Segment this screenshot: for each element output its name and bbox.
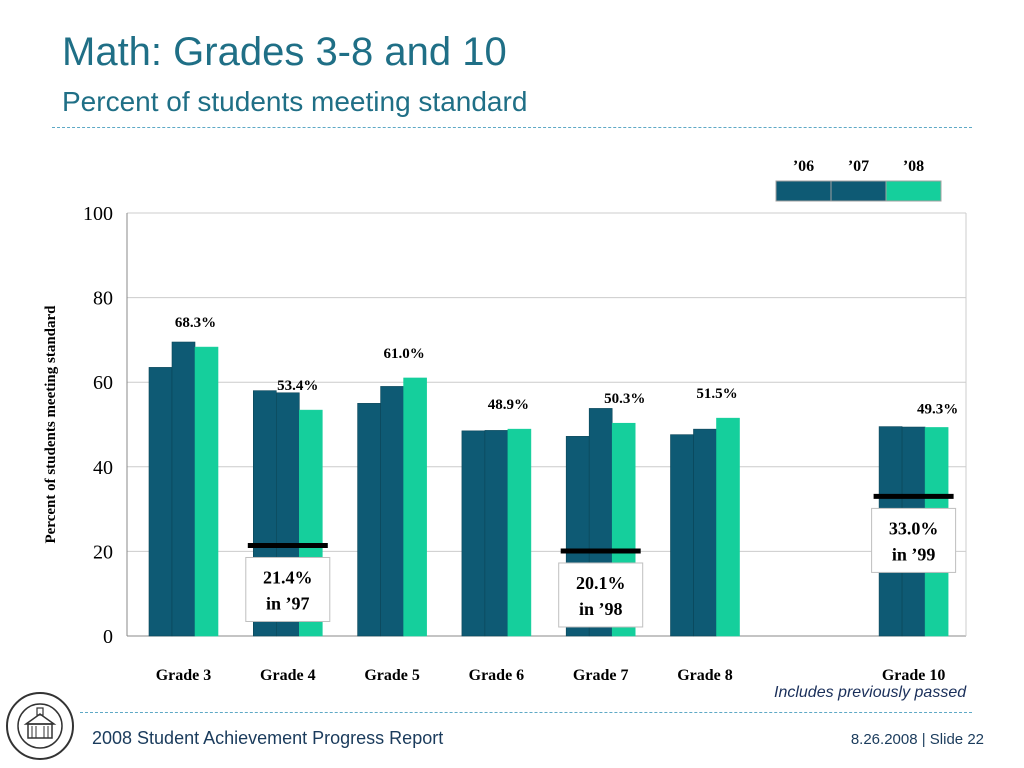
bar-grade-5-3 bbox=[403, 377, 427, 637]
y-tick-label: 60 bbox=[93, 372, 113, 394]
footnote: Includes previously passed bbox=[774, 684, 967, 701]
slide-title: Math: Grades 3-8 and 10 bbox=[62, 30, 507, 74]
value-label: 51.5% bbox=[696, 386, 737, 402]
bar-grade-3-3 bbox=[194, 346, 219, 637]
legend-label: ’06 bbox=[793, 158, 814, 175]
baseline-value-text: 20.1% bbox=[576, 573, 626, 593]
bar-grade-5-1 bbox=[357, 403, 381, 637]
value-label: 49.3% bbox=[917, 401, 958, 417]
footer-divider bbox=[80, 712, 972, 713]
x-tick-label: Grade 7 bbox=[573, 667, 629, 684]
baseline-year-text: in ’99 bbox=[892, 544, 936, 564]
y-axis-label: Percent of students meeting standard bbox=[43, 305, 59, 544]
x-tick-label: Grade 3 bbox=[156, 667, 212, 684]
bar-grade-6-2 bbox=[484, 430, 509, 637]
baseline-year-text: in ’97 bbox=[266, 593, 310, 613]
bar-grade-8-1 bbox=[670, 434, 694, 637]
slide-subtitle: Percent of students meeting standard bbox=[62, 86, 528, 117]
legend-swatch-3 bbox=[885, 180, 942, 202]
value-label: 61.0% bbox=[383, 346, 424, 362]
value-label: 48.9% bbox=[488, 397, 529, 413]
y-tick-label: 100 bbox=[83, 203, 113, 225]
baseline-value-text: 33.0% bbox=[889, 518, 939, 538]
bar-grade-3-1 bbox=[148, 367, 173, 637]
x-tick-label: Grade 10 bbox=[882, 667, 946, 684]
legend-swatch-2 bbox=[830, 180, 887, 202]
x-tick-label: Grade 5 bbox=[364, 667, 420, 684]
baseline-callout bbox=[871, 507, 957, 573]
bar-grade-6-1 bbox=[461, 430, 486, 637]
bar-grade-6-3 bbox=[507, 428, 532, 637]
legend-label: ’07 bbox=[848, 158, 869, 175]
title-divider bbox=[52, 127, 972, 128]
y-tick-label: 20 bbox=[93, 541, 113, 563]
baseline-callout bbox=[558, 562, 644, 628]
bar-grade-8-2 bbox=[693, 428, 717, 637]
baseline-year-text: in ’98 bbox=[579, 599, 623, 619]
baseline-value-text: 21.4% bbox=[263, 567, 313, 587]
y-tick-label: 40 bbox=[93, 457, 113, 479]
bar-grade-5-2 bbox=[380, 386, 404, 637]
x-tick-label: Grade 4 bbox=[260, 667, 316, 684]
x-tick-label: Grade 6 bbox=[469, 667, 525, 684]
value-label: 50.3% bbox=[604, 391, 645, 407]
y-tick-label: 80 bbox=[93, 288, 113, 310]
report-title: 2008 Student Achievement Progress Report bbox=[92, 728, 444, 748]
value-label: 68.3% bbox=[175, 315, 216, 331]
bar-grade-3-2 bbox=[171, 341, 196, 637]
x-tick-label: Grade 8 bbox=[677, 667, 733, 684]
legend-swatch-1 bbox=[775, 180, 832, 202]
state-seal-icon bbox=[6, 692, 74, 760]
y-tick-label: 0 bbox=[103, 626, 113, 648]
value-label: 53.4% bbox=[277, 378, 318, 394]
baseline-callout bbox=[245, 556, 331, 622]
legend-label: ’08 bbox=[903, 158, 924, 175]
bar-grade-8-3 bbox=[716, 417, 740, 637]
date-slide-number: 8.26.2008 | Slide 22 bbox=[850, 731, 984, 748]
